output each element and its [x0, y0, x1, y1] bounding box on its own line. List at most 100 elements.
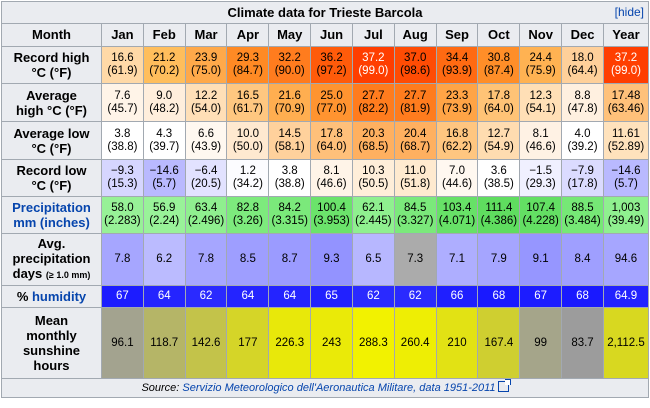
row-label-line: °C (°F) — [31, 178, 72, 193]
cell-value: 12.7 — [487, 127, 511, 140]
table-cell: 8.5 — [226, 233, 270, 286]
cell-value: 1,003 — [611, 202, 641, 214]
cell-value: 226.3 — [275, 336, 305, 349]
cell-value: 20.3 — [362, 127, 385, 140]
data-row: Record high °C (°F) 16.6 (61.9) 21.2 (70.2) 23… — [1, 46, 650, 84]
cell-value: 167.4 — [484, 336, 514, 349]
cell-value: 8.1 — [532, 127, 549, 140]
cell-value: 27.7 — [362, 89, 385, 102]
cell-value: 7.3 — [407, 253, 424, 265]
cell-value-converted: (90.0) — [274, 65, 305, 77]
cell-value-converted: (4.386) — [480, 215, 518, 227]
cell-value: 18.0 — [571, 52, 594, 64]
table-cell: 21.6 (70.9) — [268, 83, 312, 122]
table-cell: 7.0 (44.6) — [435, 159, 479, 197]
cell-value: −1.5 — [529, 165, 553, 177]
month-header-oct: Oct — [477, 23, 521, 47]
table-cell: 11.0 (51.8) — [393, 159, 437, 197]
hide-toggle-link[interactable]: [hide] — [614, 5, 644, 19]
table-cell: 88.5 (3.484) — [561, 196, 604, 234]
cell-value-converted: (99.0) — [358, 65, 389, 77]
data-row: Average high °C (°F) 7.6 (45.7) 9.0 (48.2) 12.… — [1, 83, 650, 122]
table-cell: 6.5 — [351, 233, 395, 286]
climate-table: Climate data for Trieste Barcola [hide] … — [1, 1, 650, 398]
cell-value: −14.6 — [149, 165, 179, 177]
cell-value: 107.4 — [526, 202, 556, 214]
cell-value-converted: (61.7) — [232, 102, 263, 115]
cell-value: 82.8 — [236, 202, 260, 214]
table-cell: 17.8 (64.0) — [310, 121, 353, 160]
table-cell: 7.8 — [100, 233, 144, 286]
cell-value-converted: (4.071) — [438, 215, 476, 227]
cell-value: 9.3 — [323, 253, 340, 265]
row-label-line: Average — [26, 87, 77, 103]
cell-value: 84.5 — [404, 202, 427, 214]
table-cell: −14.6 (5.7) — [142, 159, 186, 197]
cell-value-converted: (3.953) — [313, 215, 350, 227]
month-header: Month — [1, 23, 102, 47]
table-cell: 16.8 (62.2) — [435, 121, 479, 160]
cell-value-converted: (68.5) — [358, 140, 389, 153]
source-link[interactable]: Servizio Meteorologico dell'Aeronautica … — [182, 382, 496, 394]
table-cell: 12.3 (54.1) — [519, 83, 563, 122]
cell-value-converted: (70.2) — [149, 65, 180, 77]
table-cell: −9.3 (15.3) — [100, 159, 144, 197]
cell-value-converted: (64.0) — [483, 102, 514, 115]
table-cell: −14.6 (5.7) — [602, 159, 650, 197]
month-header-may: May — [268, 23, 312, 47]
table-cell: 7.1 — [435, 233, 479, 286]
cell-value: −6.4 — [194, 165, 218, 177]
table-cell: 20.4 (68.7) — [393, 121, 437, 160]
climate-table-body: Climate data for Trieste Barcola [hide] … — [1, 1, 650, 398]
row-label[interactable]: Precipitation mm (inches) — [1, 196, 102, 234]
table-cell: 64 — [142, 285, 186, 308]
cell-value-converted: (97.2) — [316, 65, 347, 77]
cell-value-converted: (75.9) — [525, 65, 556, 77]
cell-value: 67 — [116, 290, 129, 302]
cell-value: 100.4 — [317, 202, 346, 214]
cell-value: 260.4 — [400, 336, 430, 349]
external-link-icon[interactable] — [497, 379, 511, 392]
row-label-line: Record low — [16, 163, 87, 178]
cell-value: 4.0 — [574, 127, 591, 140]
cell-value: 16.5 — [236, 89, 260, 102]
cell-value-converted: (38.8) — [274, 178, 305, 190]
table-cell: 34.4 (93.9) — [435, 46, 479, 84]
row-label-line: °C (°F) — [31, 140, 72, 156]
row-label-line: Avg. — [37, 236, 66, 251]
cell-value: 83.7 — [571, 336, 594, 349]
cell-value: 99 — [534, 336, 548, 349]
cell-value: 23.9 — [194, 52, 218, 64]
cell-value-converted: (52.89) — [607, 140, 645, 153]
table-cell: 68 — [477, 285, 521, 308]
table-cell: 58.0 (2.283) — [100, 196, 144, 234]
cell-value: 24.4 — [529, 52, 552, 64]
cell-value: 94.6 — [614, 253, 638, 265]
cell-value-converted: (54.9) — [483, 140, 514, 153]
table-cell: 9.1 — [519, 233, 563, 286]
cell-value: 62 — [366, 290, 380, 302]
cell-value: 30.8 — [487, 52, 511, 64]
cell-value-converted: (51.8) — [400, 178, 431, 190]
table-cell: 16.5 (61.7) — [226, 83, 270, 122]
row-label: Mean monthly sunshine hours — [1, 307, 102, 379]
cell-value: 10.0 — [236, 127, 260, 140]
row-label: Avg. precipitation days (≥ 1.0 mm) — [1, 233, 102, 286]
cell-value-converted: (17.8) — [567, 178, 598, 190]
table-cell: 103.4 (4.071) — [435, 196, 479, 234]
table-cell: 67 — [100, 285, 144, 308]
cell-value-converted: (3.315) — [271, 215, 308, 227]
table-cell: 7.6 (45.7) — [100, 83, 144, 122]
humidity-link[interactable]: humidity — [31, 289, 87, 304]
month-header-nov: Nov — [519, 23, 563, 47]
month-header-aug: Aug — [393, 23, 437, 47]
cell-value: −9.3 — [111, 165, 134, 177]
table-cell: 66 — [435, 285, 479, 308]
table-cell: 23.9 (75.0) — [184, 46, 228, 84]
row-label-line: mm (inches) — [13, 215, 90, 230]
cell-value-converted: (81.9) — [400, 102, 431, 115]
table-cell: 1,003 (39.49) — [602, 196, 650, 234]
cell-value: 64 — [283, 290, 297, 302]
cell-value-converted: (3.327) — [396, 215, 434, 227]
table-cell: 18.0 (64.4) — [561, 46, 604, 84]
